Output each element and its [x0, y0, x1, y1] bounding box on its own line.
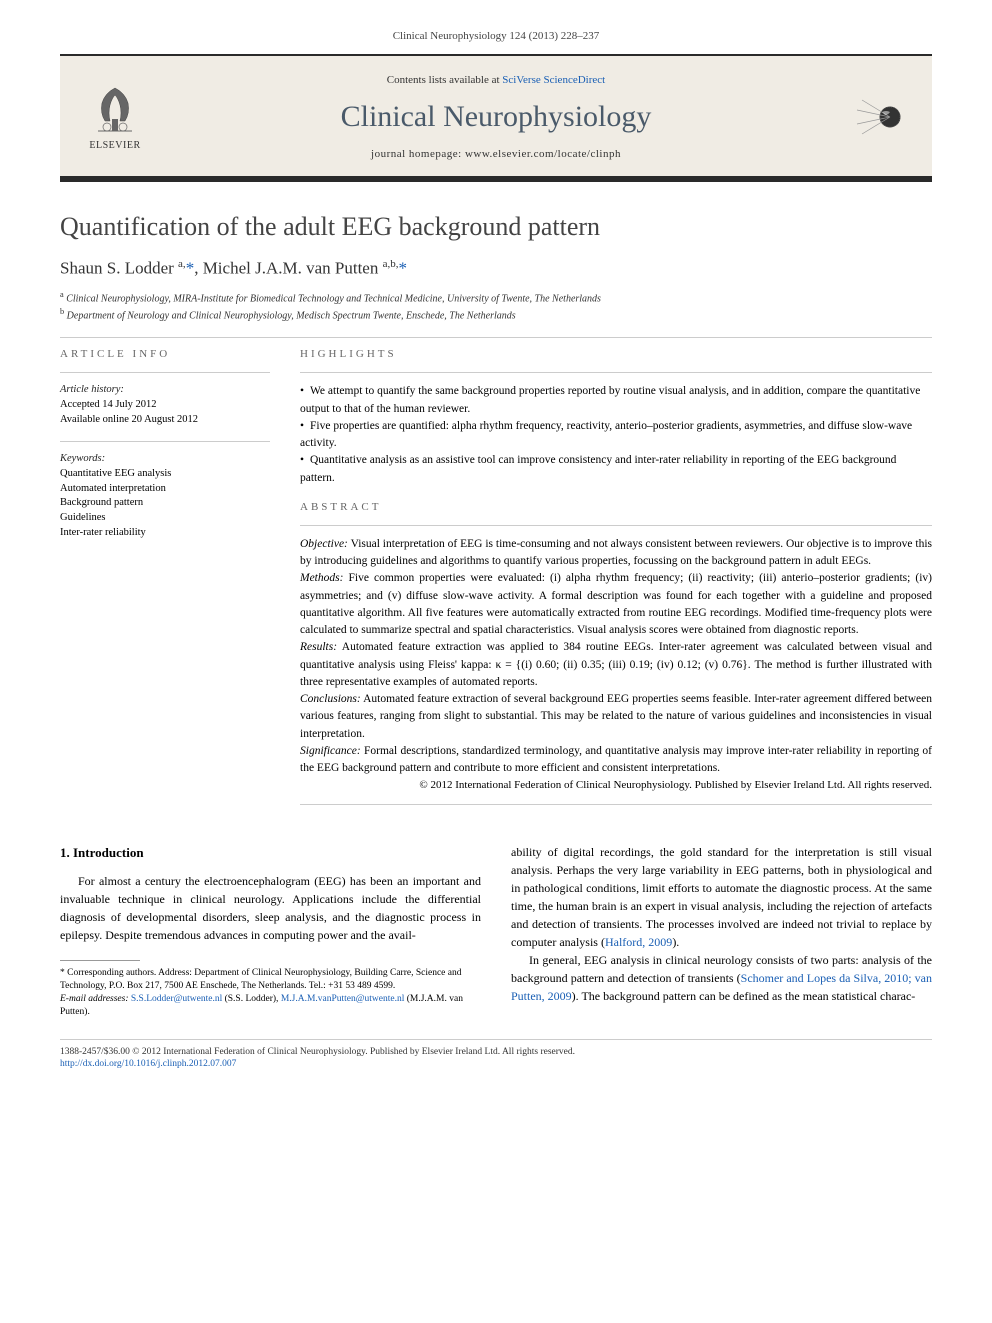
abstract-divider: [300, 525, 932, 526]
contents-prefix: Contents lists available at: [387, 74, 502, 86]
info-divider-2: [60, 441, 270, 442]
footnote-divider: [60, 960, 140, 961]
email-1-link[interactable]: S.S.Lodder@utwente.nl: [131, 994, 222, 1004]
footer-rule: [60, 1039, 932, 1040]
highlight-0: •We attempt to quantify the same backgro…: [300, 383, 932, 418]
header-center: Contents lists available at SciVerse Sci…: [150, 74, 842, 160]
affiliations: a Clinical Neurophysiology, MIRA-Institu…: [60, 289, 932, 324]
abstract-heading: ABSTRACT: [300, 501, 932, 513]
methods-label: Methods:: [300, 572, 343, 584]
article-info-column: ARTICLE INFO Article history: Accepted 1…: [60, 348, 270, 815]
corresp-footnote: * Corresponding authors. Address: Depart…: [60, 967, 481, 993]
results-label: Results:: [300, 641, 337, 653]
highlight-0-text: We attempt to quantify the same backgrou…: [300, 385, 920, 414]
journal-logo: [842, 82, 912, 152]
journal-header: ELSEVIER Contents lists available at Sci…: [60, 56, 932, 176]
keyword-0: Quantitative EEG analysis: [60, 467, 270, 482]
objective-text: Visual interpretation of EEG is time-con…: [300, 538, 932, 567]
highlights-divider: [300, 372, 932, 373]
article-title: Quantification of the adult EEG backgrou…: [60, 212, 932, 242]
highlights-heading: HIGHLIGHTS: [300, 348, 932, 360]
authors-line: Shaun S. Lodder a,*, Michel J.A.M. van P…: [60, 258, 932, 279]
highlight-2: •Quantitative analysis as an assistive t…: [300, 452, 932, 487]
footer-line-1: 1388-2457/$36.00 © 2012 International Fe…: [60, 1046, 932, 1059]
methods-text: Five common properties were evaluated: (…: [300, 572, 932, 636]
homepage-prefix: journal homepage:: [371, 148, 465, 160]
history-label: Article history:: [60, 383, 270, 398]
abstract-bottom-divider: [300, 804, 932, 805]
significance-text: Formal descriptions, standardized termin…: [300, 745, 932, 774]
article-info-heading: ARTICLE INFO: [60, 348, 270, 360]
highlight-1-text: Five properties are quantified: alpha rh…: [300, 420, 912, 449]
body-columns: 1. Introduction For almost a century the…: [60, 843, 932, 1019]
keywords-label: Keywords:: [60, 452, 270, 467]
affiliation-b: b Department of Neurology and Clinical N…: [60, 306, 932, 323]
intro-heading: 1. Introduction: [60, 843, 481, 863]
highlight-1: •Five properties are quantified: alpha r…: [300, 418, 932, 453]
clinph-logo-icon: [842, 82, 912, 152]
footnotes: * Corresponding authors. Address: Depart…: [60, 967, 481, 1018]
intro-para-2: ability of digital recordings, the gold …: [511, 843, 932, 951]
sciencedirect-link[interactable]: SciVerse ScienceDirect: [502, 74, 605, 86]
body-col-left: 1. Introduction For almost a century the…: [60, 843, 481, 1019]
online-date: Available online 20 August 2012: [60, 413, 270, 428]
intro-para-3b: ). The background pattern can be defined…: [572, 989, 916, 1003]
journal-name: Clinical Neurophysiology: [150, 100, 842, 134]
keyword-3: Guidelines: [60, 511, 270, 526]
doi-link[interactable]: http://dx.doi.org/10.1016/j.clinph.2012.…: [60, 1059, 236, 1069]
elsevier-tree-icon: [90, 83, 140, 138]
info-abstract-row: ARTICLE INFO Article history: Accepted 1…: [60, 348, 932, 815]
abstract-text: Objective: Visual interpretation of EEG …: [300, 536, 932, 794]
highlights-list: •We attempt to quantify the same backgro…: [300, 383, 932, 487]
homepage-url: www.elsevier.com/locate/clinph: [465, 148, 621, 160]
intro-para-3: In general, EEG analysis in clinical neu…: [511, 951, 932, 1005]
intro-para-2a: ability of digital recordings, the gold …: [511, 845, 932, 949]
contents-line: Contents lists available at SciVerse Sci…: [150, 74, 842, 86]
elsevier-label: ELSEVIER: [89, 140, 140, 151]
journal-reference: Clinical Neurophysiology 124 (2013) 228–…: [60, 30, 932, 42]
affiliation-b-text: Department of Neurology and Clinical Neu…: [67, 310, 516, 321]
page-container: Clinical Neurophysiology 124 (2013) 228–…: [0, 0, 992, 1111]
accepted-date: Accepted 14 July 2012: [60, 398, 270, 413]
highlight-2-text: Quantitative analysis as an assistive to…: [300, 454, 896, 483]
keyword-1: Automated interpretation: [60, 482, 270, 497]
conclusions-text: Automated feature extraction of several …: [300, 693, 932, 740]
keyword-4: Inter-rater reliability: [60, 526, 270, 541]
cite-halford[interactable]: Halford, 2009: [605, 935, 672, 949]
intro-para-2b: ).: [672, 935, 679, 949]
body-col-right: ability of digital recordings, the gold …: [511, 843, 932, 1019]
intro-para-1: For almost a century the electroencephal…: [60, 872, 481, 944]
abstract-column: HIGHLIGHTS •We attempt to quantify the s…: [300, 348, 932, 815]
elsevier-logo: ELSEVIER: [80, 77, 150, 157]
conclusions-label: Conclusions:: [300, 693, 361, 705]
email-label: E-mail addresses:: [60, 994, 129, 1004]
journal-homepage: journal homepage: www.elsevier.com/locat…: [150, 148, 842, 160]
affiliation-a-text: Clinical Neurophysiology, MIRA-Institute…: [66, 293, 601, 304]
divider-1: [60, 337, 932, 338]
email-2-link[interactable]: M.J.A.M.vanPutten@utwente.nl: [281, 994, 405, 1004]
page-footer: 1388-2457/$36.00 © 2012 International Fe…: [60, 1046, 932, 1072]
objective-label: Objective:: [300, 538, 348, 550]
keywords-block: Keywords: Quantitative EEG analysis Auto…: [60, 452, 270, 540]
info-divider-1: [60, 372, 270, 373]
email-1-name: (S.S. Lodder),: [225, 994, 279, 1004]
email-footnote: E-mail addresses: S.S.Lodder@utwente.nl …: [60, 993, 481, 1019]
header-bottom-rule: [60, 176, 932, 182]
significance-label: Significance:: [300, 745, 361, 757]
keyword-2: Background pattern: [60, 496, 270, 511]
article-history: Article history: Accepted 14 July 2012 A…: [60, 383, 270, 427]
abstract-copyright: © 2012 International Federation of Clini…: [300, 777, 932, 794]
results-text: Automated feature extraction was applied…: [300, 641, 932, 688]
affiliation-a: a Clinical Neurophysiology, MIRA-Institu…: [60, 289, 932, 306]
